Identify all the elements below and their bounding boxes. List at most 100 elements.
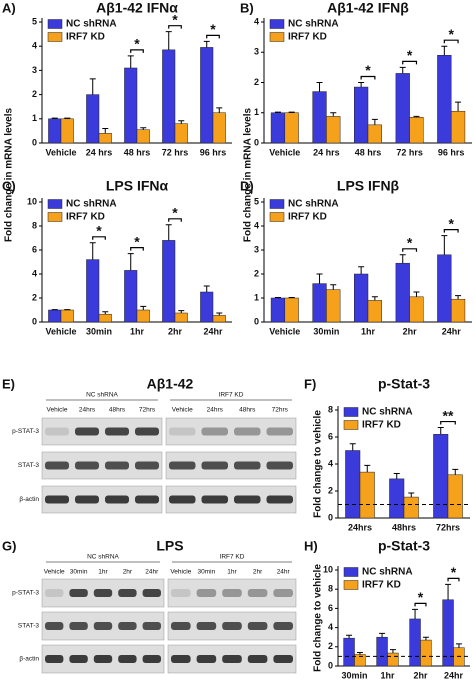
bar — [48, 118, 62, 144]
significance-bracket — [206, 34, 220, 39]
error-bar — [127, 253, 134, 271]
y-tick-label: 2 — [254, 77, 259, 87]
blot-band — [93, 655, 113, 663]
bar — [48, 309, 62, 323]
x-tick-label: 30min — [341, 670, 367, 680]
panel-label: E) — [2, 376, 15, 391]
error-bar — [455, 643, 462, 648]
bar — [367, 124, 382, 144]
x-tick-label: 24hr — [442, 326, 462, 336]
bar — [387, 652, 399, 667]
y-tick-label: 0 — [254, 316, 259, 326]
lane-label: 48hrs — [109, 407, 126, 414]
x-tick-label: 24hr — [444, 670, 464, 680]
significance-bracket — [360, 75, 376, 80]
error-bar — [316, 273, 323, 284]
y-tick-label: 5 — [254, 196, 259, 206]
lane-label: Vehicle — [170, 569, 191, 576]
legend-label: NC shRNA — [288, 19, 339, 30]
blot-band — [273, 589, 293, 597]
y-tick-label: 1 — [32, 113, 37, 123]
blot-background — [167, 578, 297, 608]
legend-label: NC shRNA — [362, 567, 413, 578]
bar — [136, 129, 150, 144]
y-tick-label: 4 — [328, 458, 333, 468]
y-tick-label: 2 — [32, 292, 37, 302]
row-label: p-STAT-3 — [12, 428, 39, 435]
blot-band — [69, 622, 88, 630]
legend-swatch — [269, 19, 285, 29]
blot-band — [171, 589, 191, 597]
x-tick-label: 96 hrs — [200, 147, 227, 157]
bar — [420, 639, 432, 667]
bar — [270, 112, 286, 144]
significance-bracket — [92, 236, 106, 240]
legend-swatch — [343, 580, 359, 590]
error-bar — [399, 66, 406, 74]
lane-label: 24hr — [145, 569, 159, 576]
y-tick-label: 10 — [323, 564, 333, 574]
x-tick-label: 48 hrs — [355, 147, 382, 157]
bar — [312, 283, 327, 323]
x-tick-label: Vehicle — [45, 326, 76, 336]
blot-background — [165, 417, 297, 446]
x-tick-label: 72 hrs — [396, 147, 423, 157]
blot-band — [93, 622, 113, 630]
significance-bracket — [402, 60, 418, 65]
bar — [354, 86, 369, 144]
x-tick-label: 2hr — [413, 670, 428, 680]
bar — [284, 297, 299, 323]
y-tick-label: 3 — [254, 244, 259, 254]
blot-band — [75, 495, 99, 504]
bar — [174, 312, 188, 323]
significance-bracket — [443, 229, 459, 233]
significance-bracket — [168, 25, 182, 29]
legend-label: IRF7 KD — [288, 32, 327, 43]
legend-label: IRF7 KD — [362, 420, 401, 431]
panel-label: C) — [2, 178, 16, 193]
significance-bracket — [440, 420, 456, 425]
significance-label: * — [134, 36, 140, 52]
x-tick-label: 1hr — [380, 670, 395, 680]
panel-label: A) — [2, 0, 16, 15]
x-tick-label: 2hr — [168, 326, 183, 336]
lane-label: 48hrs — [239, 407, 256, 414]
blot-band — [273, 622, 293, 630]
blot-band — [266, 461, 293, 470]
error-bar — [393, 472, 400, 479]
error-bar — [64, 117, 71, 119]
blot-band — [45, 655, 64, 663]
blot-band — [196, 622, 217, 630]
lane-label: 72hrs — [139, 407, 156, 414]
legend-swatch — [343, 407, 359, 417]
y-tick-label: 4 — [328, 622, 333, 632]
significance-label: * — [172, 11, 178, 27]
significance-bracket — [414, 602, 427, 607]
y-tick-label: 4 — [254, 220, 259, 230]
bar — [98, 133, 112, 144]
error-bar — [51, 117, 58, 119]
blot-title: LPS — [156, 538, 183, 554]
significance-label: * — [451, 564, 457, 580]
blot-band — [247, 622, 268, 630]
blot-band — [169, 461, 196, 470]
significance-label: * — [448, 215, 454, 231]
blot-band — [105, 461, 129, 470]
error-bar — [389, 649, 396, 654]
y-tick-label: 2 — [32, 89, 37, 99]
bar — [98, 313, 112, 323]
y-tick-label: 0 — [328, 512, 333, 522]
legend-swatch — [269, 32, 285, 42]
x-tick-label: Vehicle — [45, 147, 76, 157]
blot-band — [105, 495, 129, 504]
error-bar — [288, 111, 295, 113]
lane-label: 30min — [70, 569, 88, 576]
blot-band — [45, 461, 69, 470]
bar — [354, 273, 369, 323]
blot-band — [45, 427, 69, 436]
legend-swatch — [47, 32, 63, 42]
y-tick-label: 8 — [32, 220, 37, 230]
error-bar — [178, 310, 185, 313]
blot-band — [266, 427, 293, 436]
bar — [60, 309, 74, 323]
